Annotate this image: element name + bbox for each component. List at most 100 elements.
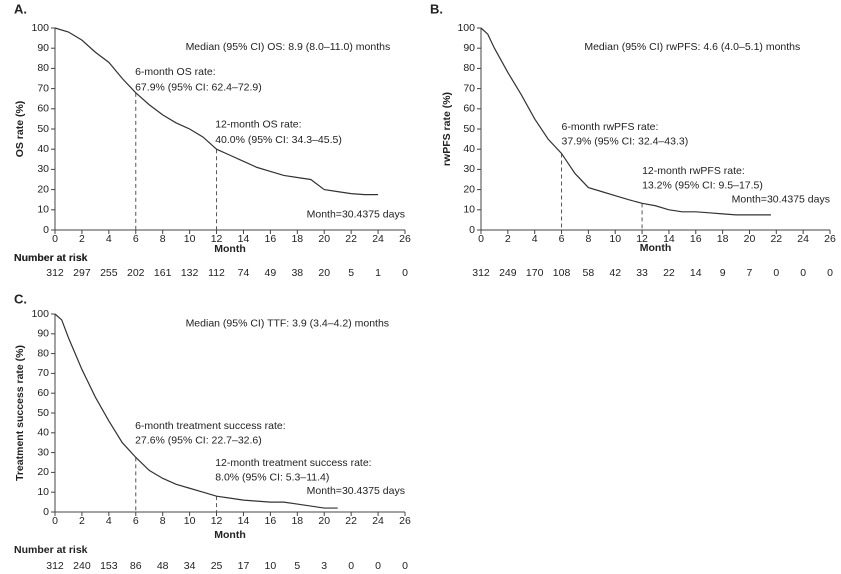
panel-label: A. [14, 1, 27, 16]
panel-label: B. [430, 1, 443, 16]
x-tick-label: 4 [106, 233, 112, 245]
risk-value: 112 [208, 267, 225, 279]
risk-value: 9 [720, 267, 726, 279]
y-tick-label: 90 [463, 42, 475, 54]
risk-title: Number at risk [14, 252, 88, 264]
y-tick-label: 70 [463, 82, 475, 94]
risk-value: 0 [402, 267, 408, 279]
risk-value: 240 [73, 560, 91, 572]
x-tick-label: 8 [585, 233, 591, 245]
risk-title: Number at risk [14, 252, 88, 264]
x-tick-label: 6 [133, 515, 139, 527]
y-axis-label: OS rate (%) [14, 101, 26, 158]
survival-curve [480, 27, 771, 216]
y-tick-label: 0 [469, 224, 475, 236]
annotation: Median (95% CI) OS: 8.9 (8.0–11.0) month… [186, 41, 391, 53]
risk-value: 5 [348, 267, 354, 279]
y-tick-label: 20 [37, 183, 49, 195]
x-tick-label: 6 [559, 233, 565, 245]
annotation: 12-month OS rate: [215, 119, 301, 131]
risk-value: 86 [130, 560, 142, 572]
y-tick-label: 80 [463, 62, 475, 74]
y-tick-label: 80 [37, 62, 49, 74]
risk-value: 25 [211, 560, 223, 572]
risk-value: 0 [402, 560, 408, 572]
y-axis-label: rwPFS rate (%) [441, 92, 453, 166]
risk-value: 312 [46, 560, 64, 572]
risk-value: 5 [294, 560, 300, 572]
x-tick-label: 24 [797, 233, 809, 245]
x-tick-label: 0 [52, 233, 58, 245]
x-tick-label: 12 [211, 515, 223, 527]
x-tick-label: 16 [265, 233, 277, 245]
risk-value: 22 [663, 267, 675, 279]
x-tick-label: 4 [106, 515, 112, 527]
risk-value: 153 [100, 560, 118, 572]
y-tick-label: 30 [37, 446, 49, 458]
risk-value: 161 [154, 267, 172, 279]
annotation: 12-month treatment success rate: [215, 457, 371, 469]
risk-value: 312 [472, 267, 490, 279]
risk-value: 38 [291, 267, 303, 279]
y-tick-label: 70 [37, 82, 49, 94]
survival-curve [54, 27, 379, 196]
annotation: 40.0% (95% CI: 34.3–45.5) [215, 134, 342, 146]
x-tick-label: 14 [238, 233, 250, 245]
y-tick-label: 20 [37, 466, 49, 478]
risk-value: 74 [238, 267, 250, 279]
x-tick-label: 26 [399, 515, 411, 527]
x-tick-label: 26 [399, 233, 411, 245]
x-tick-label: 0 [478, 233, 484, 245]
annotation: Month=30.4375 days [732, 193, 830, 205]
x-tick-label: 14 [663, 233, 675, 245]
y-tick-label: 90 [37, 328, 49, 340]
annotation: 8.0% (95% CI: 5.3–11.4) [215, 472, 329, 484]
x-tick-label: 24 [372, 233, 384, 245]
y-tick-label: 50 [37, 123, 49, 135]
y-tick-label: 50 [463, 123, 475, 135]
y-tick-label: 60 [37, 103, 49, 115]
y-tick-label: 10 [37, 204, 49, 216]
annotation: Month=30.4375 days [307, 209, 405, 221]
annotation: 6-month OS rate: [135, 66, 216, 78]
x-tick-label: 22 [345, 233, 357, 245]
risk-value: 20 [318, 267, 330, 279]
x-tick-label: 18 [291, 233, 303, 245]
risk-value: 0 [375, 560, 381, 572]
y-tick-label: 80 [37, 347, 49, 359]
y-tick-label: 100 [457, 22, 475, 34]
risk-value: 1 [375, 267, 381, 279]
x-tick-label: 2 [79, 515, 85, 527]
risk-value: 312 [46, 267, 64, 279]
x-tick-label: 2 [505, 233, 511, 245]
y-tick-label: 20 [463, 183, 475, 195]
x-tick-label: 8 [160, 515, 166, 527]
y-tick-label: 60 [37, 387, 49, 399]
y-tick-label: 50 [37, 407, 49, 419]
risk-value: 202 [127, 267, 145, 279]
risk-value: 0 [827, 267, 833, 279]
x-tick-label: 24 [372, 515, 384, 527]
x-tick-label: 26 [824, 233, 836, 245]
risk-value: 48 [157, 560, 169, 572]
risk-value: 0 [800, 267, 806, 279]
y-tick-label: 70 [37, 367, 49, 379]
risk-value: 170 [526, 267, 544, 279]
risk-value: 132 [181, 267, 199, 279]
risk-value: 10 [265, 560, 277, 572]
risk-value: 249 [499, 267, 517, 279]
panel-label: C. [14, 291, 27, 306]
annotation: Median (95% CI) rwPFS: 4.6 (4.0–5.1) mon… [584, 41, 800, 53]
x-tick-label: 0 [52, 515, 58, 527]
annotation: 67.9% (95% CI: 62.4–72.9) [135, 81, 262, 93]
x-tick-label: 6 [133, 233, 139, 245]
x-tick-label: 10 [184, 515, 196, 527]
x-tick-label: 20 [318, 515, 330, 527]
y-tick-label: 40 [463, 143, 475, 155]
risk-value: 0 [348, 560, 354, 572]
y-tick-label: 40 [37, 143, 49, 155]
y-tick-label: 30 [37, 163, 49, 175]
risk-value: 34 [184, 560, 196, 572]
risk-value: 7 [747, 267, 753, 279]
